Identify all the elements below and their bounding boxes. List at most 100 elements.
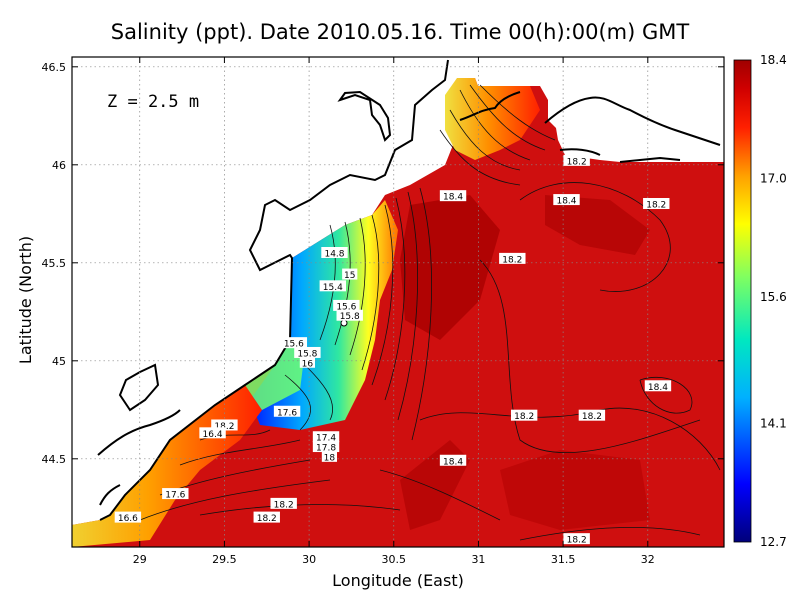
y-tick-label: 45.5 [42, 257, 67, 270]
colorbar-tick-label: 15.6 [760, 290, 787, 304]
contour-label-text: 15.8 [297, 349, 317, 359]
contour-label-text: 18.2 [582, 412, 602, 422]
colorbar-tick-label: 17.0 [760, 171, 787, 185]
x-tick-label: 32 [641, 553, 655, 566]
contour-label: 17.6 [273, 405, 301, 418]
contour-label-box [114, 511, 142, 523]
contour-label-text: 14.8 [324, 250, 344, 260]
contour-label: 18.2 [253, 511, 280, 524]
contour-label-text: 18.2 [567, 536, 587, 546]
contour-label: 15 [342, 268, 358, 281]
contour-label-box [342, 268, 358, 280]
contour-label: 15.4 [319, 280, 346, 293]
contour-label-text: 16.6 [118, 514, 138, 524]
contour-label-text: 18.2 [274, 500, 294, 510]
contour-label-box [321, 247, 348, 258]
contour-label-text: 18.4 [443, 193, 463, 203]
contour-label: 16.4 [199, 427, 226, 440]
x-tick-label: 31 [471, 553, 485, 566]
deep-red-patch-east [545, 195, 650, 255]
x-tick-label: 29.5 [212, 553, 237, 566]
colorbar-tick-label: 14.1 [760, 417, 787, 431]
contour-label-box [273, 405, 301, 417]
contour-label-box [321, 450, 338, 462]
contour-label-text: 15.6 [284, 340, 304, 350]
colorbar-ticks: 12.7 14.1 15.6 17.0 18.4 [760, 53, 787, 549]
contour-label: 18.2 [563, 154, 590, 167]
contour-label-box [644, 380, 672, 392]
grid-lines [72, 57, 724, 547]
contour-label-box [211, 419, 238, 431]
contour-label: 15.6 [333, 299, 360, 312]
chart-title: Salinity (ppt). Date 2010.05.16. Time 00… [111, 20, 690, 44]
contour-label-text: 18.4 [556, 197, 576, 207]
contour-label-box [333, 299, 360, 311]
colorbar-tick-label: 18.4 [760, 53, 787, 67]
colorbar: 12.7 14.1 15.6 17.0 18.4 [733, 53, 787, 549]
contour-label-text: 15 [344, 271, 355, 281]
contour-label-text: 15.4 [323, 283, 343, 293]
colorbar-gradient [733, 59, 752, 543]
contour-label-box [253, 511, 280, 523]
contour-label-box [336, 309, 363, 321]
contour-label-text: 18.4 [648, 383, 668, 393]
contour-label-box [294, 346, 321, 358]
plot-area: 18.218.4 18.4 18.218.214.81515.415.615.815… [72, 57, 724, 547]
contour-label-box [270, 497, 297, 509]
contour-label: 18.4 [439, 454, 467, 467]
coastline [97, 59, 721, 521]
contour-label-text: 17.8 [316, 444, 336, 454]
x-tick-label: 31.5 [551, 553, 576, 566]
contour-label-text: 18.2 [502, 255, 522, 265]
green-coastal-band [245, 340, 305, 410]
contour-label: 18.4 [439, 190, 467, 203]
contour-label-text: 18.2 [514, 412, 534, 422]
contour-label: 18.2 [510, 409, 538, 422]
deep-red-patch-north [400, 195, 500, 340]
plot-frame [71, 56, 725, 548]
y-tick-label: 46.5 [42, 61, 67, 74]
contour-label: 18.2 [643, 198, 670, 211]
contour-label-box [563, 533, 590, 545]
contour-label-text: 17.4 [316, 434, 336, 444]
contour-label-box [553, 194, 580, 206]
contour-label-box [510, 409, 538, 421]
contour-label-box [162, 488, 189, 500]
y-tick-label: 46 [52, 159, 66, 172]
y-axis-label: Latitude (North) [16, 236, 35, 364]
contour-label: 18.2 [211, 419, 238, 432]
contour-label: 15.8 [336, 309, 363, 322]
contour-label-box [299, 356, 315, 368]
contour-label-box [319, 280, 346, 292]
contour-label-box [199, 427, 226, 439]
contour-label: 17.6 [162, 488, 189, 501]
contour-label: 17.8 [312, 441, 340, 454]
contour-label-box [312, 441, 340, 453]
contour-label: 18.2 [563, 533, 590, 546]
contour-label: 14.8 [321, 247, 348, 260]
contour-label-text: 18.2 [214, 422, 234, 432]
contour-label-text: 18 [324, 453, 336, 463]
depth-annotation: Z = 2.5 m [107, 92, 199, 112]
contour-label: 18.2 [499, 252, 526, 265]
y-axis: 44.5 45 45.5 46 46.5 [42, 61, 724, 466]
contour-label-box [439, 190, 467, 202]
contour-label-text: 16.4 [203, 430, 223, 440]
north-plume [445, 78, 540, 160]
x-tick-label: 30.5 [382, 553, 407, 566]
contour-label: 15.8 [294, 346, 321, 359]
contour-label: 18.2 [578, 409, 606, 422]
x-axis: 29 29.5 30 30.5 31 31.5 32 [133, 57, 655, 566]
contour-label-box [578, 409, 606, 421]
contour-label-text: 17.6 [165, 491, 185, 501]
contour-label: 16 [299, 356, 315, 369]
contour-label-box [280, 337, 308, 349]
contour-label: 18.4 [644, 380, 672, 393]
contour-label-box [643, 198, 670, 209]
x-axis-label: Longitude (East) [332, 571, 464, 590]
colorbar-tick-label: 12.7 [760, 535, 787, 549]
y-tick-label: 45 [52, 355, 66, 368]
contour-label-box [312, 431, 340, 443]
x-tick-label: 30 [302, 553, 316, 566]
